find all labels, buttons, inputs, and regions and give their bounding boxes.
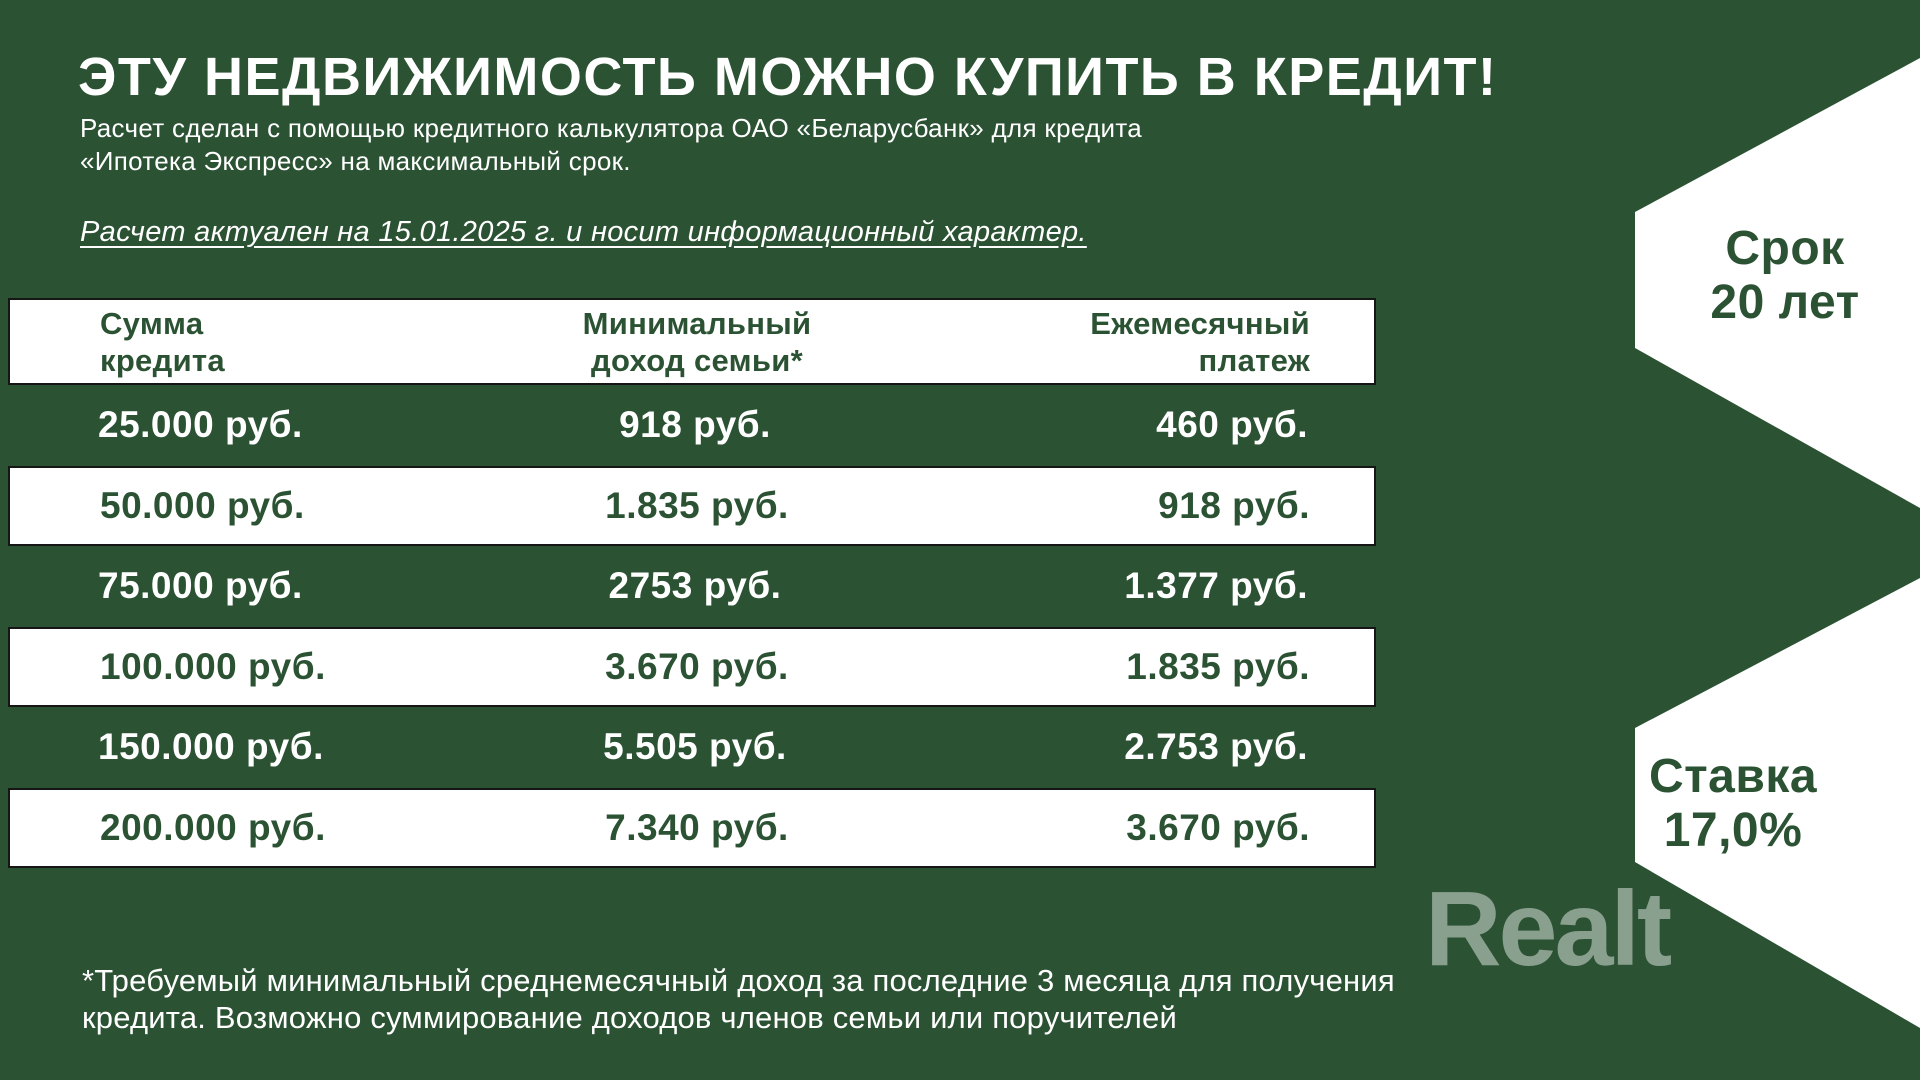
monthly-payment-cell: 1.835 руб. xyxy=(1126,645,1310,687)
loan-sum-cell: 150.000 руб. xyxy=(98,726,324,768)
realt-logo-watermark: Realt xyxy=(1425,870,1672,988)
loan-sum-cell: 25.000 руб. xyxy=(98,404,303,446)
monthly-payment-cell: 2.753 руб. xyxy=(1124,726,1308,768)
table-row: 200.000 руб. 7.340 руб. 3.670 руб. xyxy=(8,787,1376,868)
min-income-cell: 2753 руб. xyxy=(608,565,782,607)
credit-table: Сумма кредита Минимальный доход семьи* Е… xyxy=(8,298,1376,868)
monthly-payment-cell: 460 руб. xyxy=(1156,404,1308,446)
term-label: Срок xyxy=(1725,222,1845,275)
min-income-cell: 918 руб. xyxy=(619,404,771,446)
monthly-payment-cell: 1.377 руб. xyxy=(1124,565,1308,607)
table-row: 50.000 руб. 1.835 руб. 918 руб. xyxy=(8,465,1376,546)
header-line: Ежемесячный xyxy=(1090,305,1310,341)
table-header-row: Сумма кредита Минимальный доход семьи* Е… xyxy=(8,298,1376,385)
term-value: 20 лет xyxy=(1710,276,1860,329)
loan-sum-cell: 200.000 руб. xyxy=(100,806,326,848)
header-min-income: Минимальный доход семьи* xyxy=(482,305,912,379)
header-loan-sum: Сумма кредита xyxy=(10,305,482,379)
table-row: 100.000 руб. 3.670 руб. 1.835 руб. xyxy=(8,626,1376,707)
page-title: ЭТУ НЕДВИЖИМОСТЬ МОЖНО КУПИТЬ В КРЕДИТ! xyxy=(78,47,1498,107)
monthly-payment-cell: 3.670 руб. xyxy=(1126,806,1310,848)
min-income-cell: 3.670 руб. xyxy=(605,645,789,687)
min-income-cell: 7.340 руб. xyxy=(605,806,789,848)
term-badge: Срок 20 лет xyxy=(1650,222,1920,330)
header-line: Минимальный xyxy=(582,305,812,341)
table-row: 25.000 руб. 918 руб. 460 руб. xyxy=(8,385,1376,466)
footnote-line-1: *Требуемый минимальный среднемесячный до… xyxy=(82,963,1395,998)
min-income-cell: 1.835 руб. xyxy=(605,484,789,526)
table-row: 75.000 руб. 2753 руб. 1.377 руб. xyxy=(8,546,1376,627)
header-line: Сумма xyxy=(100,305,204,341)
rate-banner-chevron-shape xyxy=(1635,578,1920,1028)
header-line: платеж xyxy=(1198,342,1310,378)
loan-sum-cell: 50.000 руб. xyxy=(100,484,305,526)
header-line: кредита xyxy=(100,342,225,378)
validity-note: Расчет актуален на 15.01.2025 г. и носит… xyxy=(80,216,1087,248)
subtitle-line-2: «Ипотека Экспресс» на максимальный срок. xyxy=(80,146,631,176)
term-banner-chevron-shape xyxy=(1635,58,1920,508)
subtitle-line-1: Расчет сделан с помощью кредитного кальк… xyxy=(80,113,1142,143)
footnote: *Требуемый минимальный среднемесячный до… xyxy=(82,962,1395,1036)
monthly-payment-cell: 918 руб. xyxy=(1158,484,1310,526)
rate-value: 17,0% xyxy=(1663,804,1803,857)
subtitle: Расчет сделан с помощью кредитного кальк… xyxy=(80,112,1142,178)
loan-sum-cell: 75.000 руб. xyxy=(98,565,303,607)
min-income-cell: 5.505 руб. xyxy=(603,726,787,768)
rate-badge: Ставка 17,0% xyxy=(1598,750,1868,858)
loan-sum-cell: 100.000 руб. xyxy=(100,645,326,687)
rate-label: Ставка xyxy=(1648,750,1818,803)
header-monthly-payment: Ежемесячный платеж xyxy=(912,305,1374,379)
table-row: 150.000 руб. 5.505 руб. 2.753 руб. xyxy=(8,707,1376,788)
footnote-line-2: кредита. Возможно суммирование доходов ч… xyxy=(82,1000,1177,1035)
header-line: доход семьи* xyxy=(591,342,803,378)
